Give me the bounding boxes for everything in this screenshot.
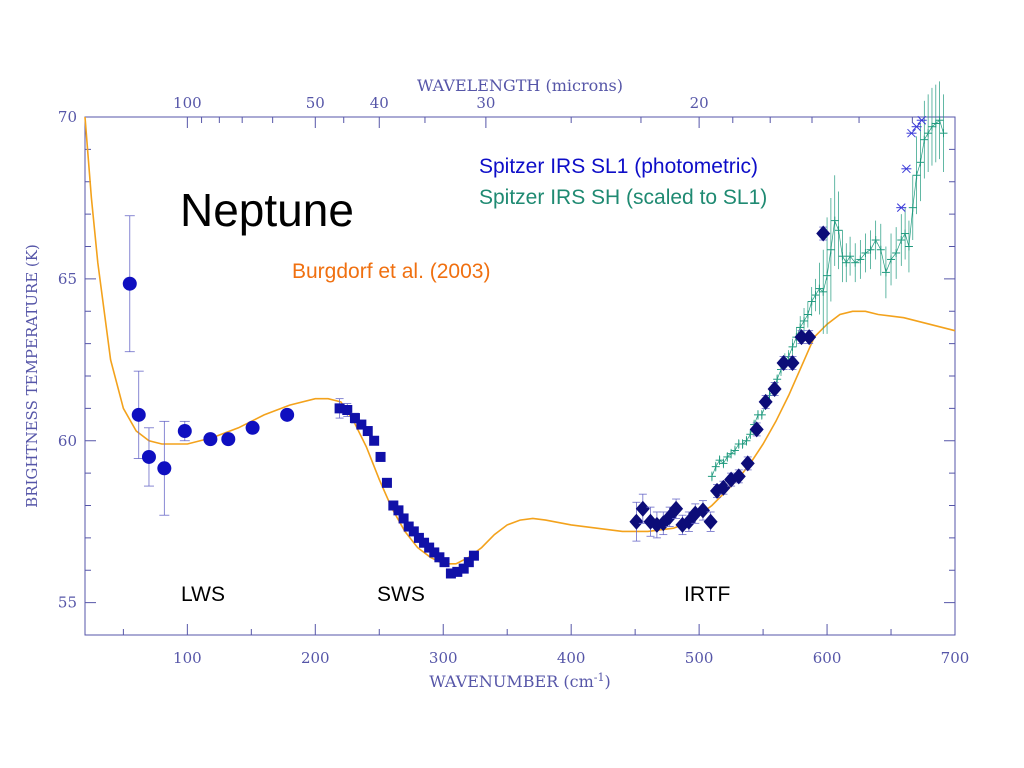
lws-point	[221, 432, 236, 447]
sl1-point	[896, 203, 906, 213]
x-axis-label-end: )	[604, 672, 610, 691]
sws-point	[408, 526, 419, 537]
irtf-point	[767, 380, 782, 397]
sws-point	[388, 500, 399, 511]
sws-point	[439, 557, 450, 568]
top-tick-label: 40	[370, 94, 389, 112]
lws-point	[280, 407, 295, 422]
x-axis-label-main: WAVENUMBER (cm	[429, 672, 593, 691]
sws-point	[463, 557, 474, 568]
sws-point	[334, 403, 345, 414]
sl1-point	[902, 164, 911, 174]
irtf-point	[776, 355, 791, 372]
x-tick-label: 500	[685, 649, 714, 667]
annotation-irtf: IRTF	[684, 583, 730, 606]
x-tick-label: 200	[301, 649, 330, 667]
sws-point	[445, 568, 456, 579]
sws-point	[452, 566, 463, 577]
x-axis-label: WAVENUMBER (cm-1)	[429, 671, 610, 691]
x-tick-label: 100	[173, 649, 202, 667]
x-tick-label: 300	[429, 649, 458, 667]
sws-point	[362, 426, 373, 437]
irtf-point	[635, 500, 650, 517]
y-tick-label: 55	[58, 594, 77, 612]
lws-point	[122, 276, 137, 291]
sws-point	[413, 532, 424, 543]
irtf-point	[703, 513, 718, 530]
irtf-point	[669, 500, 684, 517]
sws-point	[356, 419, 367, 430]
irtf-point	[695, 502, 710, 519]
model-curve-layer	[84, 116, 956, 565]
top-tick-label: 100	[173, 94, 202, 112]
sws-point	[381, 477, 392, 488]
x-axis-label-sup: -1	[594, 671, 605, 684]
sws-point	[403, 521, 414, 532]
sws-point	[393, 505, 404, 516]
sws-point	[369, 435, 380, 446]
top-tick-labels: 100 50 40 30 20	[173, 94, 709, 112]
axis-ticks	[85, 116, 956, 635]
x-tick-labels: 100 200 300 400 500 600 700	[173, 649, 969, 667]
lws-point	[177, 424, 192, 439]
sws-point	[468, 550, 479, 561]
sl1-point	[912, 122, 921, 132]
irtf-point	[758, 393, 773, 410]
sws-point	[398, 513, 409, 524]
legend-sh: Spitzer IRS SH (scaled to SL1)	[479, 186, 767, 209]
lws-point	[141, 449, 156, 464]
irtf-point	[802, 329, 817, 346]
irtf-point	[731, 468, 746, 485]
x-tick-label: 400	[557, 649, 586, 667]
sws-point	[434, 552, 445, 563]
sws-point	[375, 451, 386, 462]
top-tick-label: 50	[306, 94, 325, 112]
y-tick-label: 60	[58, 432, 77, 450]
chart-title: Neptune	[180, 184, 354, 236]
legend-model: Burgdorf et al. (2003)	[292, 260, 490, 283]
top-tick-label: 20	[690, 94, 709, 112]
irtf-point	[816, 225, 831, 242]
sws-point	[429, 547, 440, 558]
irtf-point	[794, 329, 809, 346]
lws-point	[131, 407, 146, 422]
lws-point	[157, 461, 172, 476]
y-tick-label: 70	[58, 108, 77, 126]
sl1-point	[917, 115, 927, 125]
sws-point	[458, 563, 469, 574]
y-axis-label: BRIGHTNESS TEMPERATURE (K)	[23, 244, 41, 508]
irtf-point	[740, 455, 755, 472]
minor-ticks	[85, 117, 955, 635]
sws-point	[349, 413, 360, 424]
top-axis-label: WAVELENGTH (microns)	[417, 76, 623, 95]
x-tick-label: 600	[813, 649, 842, 667]
sws-point	[419, 537, 430, 548]
sws-point	[424, 542, 435, 553]
irtf-point	[749, 421, 764, 438]
sws-point	[342, 404, 353, 415]
irtf-point	[785, 355, 800, 372]
sl1-point	[907, 128, 916, 138]
annotation-lws: LWS	[181, 583, 225, 606]
x-tick-label: 700	[941, 649, 970, 667]
irtf-point	[629, 513, 644, 530]
model-curve-line	[84, 116, 956, 565]
y-tick-labels: 55 60 65 70	[58, 108, 77, 612]
y-tick-label: 65	[58, 270, 77, 288]
lws-point	[203, 432, 218, 447]
sh-connector-line	[711, 119, 944, 477]
annotation-sws: SWS	[377, 583, 425, 606]
legend-sl1: Spitzer IRS SL1 (photometric)	[479, 155, 758, 178]
top-tick-label: 30	[476, 94, 495, 112]
lws-point	[245, 420, 260, 435]
data-points-layer	[122, 215, 831, 579]
spitzer-sh-layer	[707, 81, 948, 482]
irtf-point	[716, 479, 731, 496]
